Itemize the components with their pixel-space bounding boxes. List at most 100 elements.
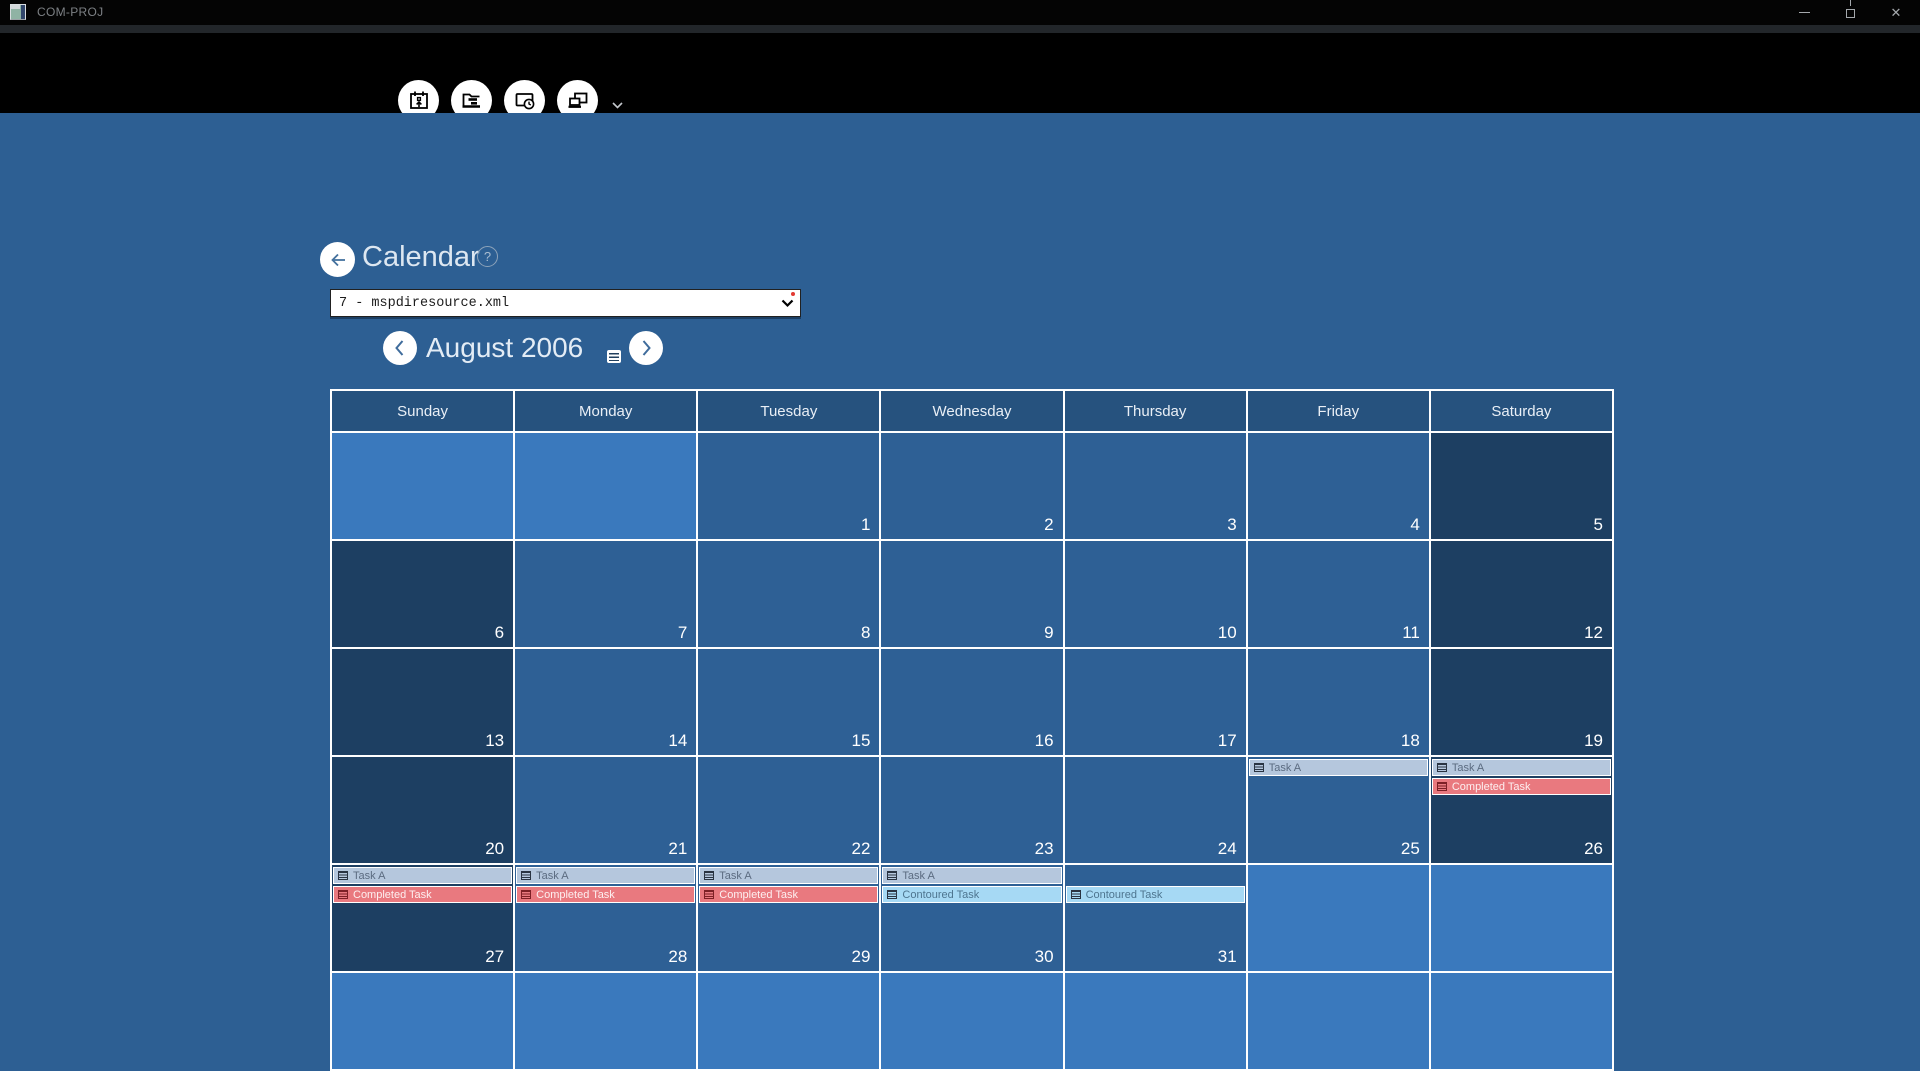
restore-icon bbox=[1845, 9, 1855, 18]
date-number: 20 bbox=[485, 839, 505, 858]
month-label: August 2006 bbox=[426, 332, 584, 363]
date-number: 18 bbox=[1400, 731, 1420, 750]
task-bar-contoured[interactable]: Contoured Task bbox=[882, 886, 1062, 903]
calendar-cell-9: 9 bbox=[881, 541, 1063, 647]
date-number: 16 bbox=[1034, 731, 1054, 750]
calendar-cell-30: Task A Contoured Task 30 bbox=[881, 865, 1063, 971]
calendar-cell-18: 18 bbox=[1247, 649, 1429, 755]
calendar-cell-22: 22 bbox=[698, 757, 880, 863]
date-number: 8 bbox=[860, 623, 871, 642]
day-header-monday: Monday bbox=[515, 391, 697, 431]
window-clock-icon bbox=[515, 92, 534, 109]
calendar-cell-11: 11 bbox=[1247, 541, 1429, 647]
calendar-cell bbox=[698, 973, 880, 1069]
calendar-cell-1: 1 bbox=[698, 433, 880, 539]
file-select[interactable]: 7 - mspdiresource.xml bbox=[330, 289, 801, 317]
task-list: Task A Completed Task bbox=[515, 865, 696, 903]
previous-month-button[interactable] bbox=[383, 331, 417, 365]
date-number: 13 bbox=[485, 731, 505, 750]
back-button[interactable] bbox=[320, 242, 355, 277]
task-bar-taskA[interactable]: Task A bbox=[1248, 759, 1428, 776]
calendar-cell bbox=[1064, 973, 1246, 1069]
date-number: 23 bbox=[1034, 839, 1054, 858]
task-list: Task A Completed Task bbox=[1431, 757, 1612, 795]
date-number: 1 bbox=[860, 515, 871, 534]
date-number: 15 bbox=[851, 731, 871, 750]
close-button[interactable]: ✕ bbox=[1873, 0, 1919, 25]
app-icon bbox=[10, 4, 26, 20]
task-label: Task A bbox=[1268, 761, 1302, 774]
calendar-cell-24: 24 bbox=[1064, 757, 1246, 863]
calendar-cell-16: 16 bbox=[881, 649, 1063, 755]
day-header-friday: Friday bbox=[1247, 391, 1429, 431]
task-label: Completed Task bbox=[1451, 780, 1531, 793]
task-bar-contoured[interactable]: Contoured Task bbox=[1065, 886, 1245, 903]
task-list: Task A Completed Task bbox=[332, 865, 513, 903]
task-label: Completed Task bbox=[536, 888, 615, 901]
task-list-icon bbox=[338, 871, 348, 880]
date-number: 2 bbox=[1044, 515, 1054, 534]
day-header-tuesday: Tuesday bbox=[698, 391, 880, 431]
task-list-icon bbox=[1436, 782, 1447, 791]
restore-button[interactable] bbox=[1827, 0, 1873, 25]
calendar-page: Calendar ? 7 - mspdiresource.xml August … bbox=[0, 113, 1920, 1071]
task-bar-completed[interactable]: Completed Task bbox=[699, 886, 879, 903]
task-label: Completed Task bbox=[353, 888, 432, 901]
task-list: Task A Contoured Task bbox=[881, 865, 1062, 903]
date-number: 29 bbox=[851, 947, 871, 966]
calendar-cell-2: 2 bbox=[881, 433, 1063, 539]
task-bar-taskA[interactable]: Task A bbox=[699, 867, 879, 884]
task-bar-taskA[interactable]: Task A bbox=[333, 867, 513, 884]
titlebar: COM-PROJ ✕ bbox=[0, 0, 1920, 25]
date-number: 24 bbox=[1217, 839, 1237, 858]
task-bar-completed[interactable]: Completed Task bbox=[516, 886, 696, 903]
calendar-cell-6: 6 bbox=[332, 541, 514, 647]
calendar-cell bbox=[1247, 973, 1429, 1069]
view-list-icon[interactable] bbox=[607, 350, 621, 363]
calendar-cell-10: 10 bbox=[1064, 541, 1246, 647]
calendar-cell bbox=[332, 973, 514, 1069]
calendar-import-icon bbox=[409, 91, 428, 109]
task-list-icon bbox=[1436, 763, 1447, 772]
date-number: 17 bbox=[1217, 731, 1237, 750]
task-bar-completed[interactable]: Completed Task bbox=[1431, 778, 1611, 795]
help-icon: ? bbox=[483, 249, 492, 264]
calendar-cell-5: 5 bbox=[1430, 433, 1612, 539]
calendar-cell bbox=[881, 973, 1063, 1069]
calendar-cell-12: 12 bbox=[1430, 541, 1612, 647]
calendar-cell bbox=[1430, 973, 1612, 1069]
date-number: 27 bbox=[485, 947, 505, 966]
calendar-cell-13: 13 bbox=[332, 649, 514, 755]
day-header-sunday: Sunday bbox=[332, 391, 514, 431]
command-bar bbox=[0, 33, 1920, 121]
minimize-button[interactable] bbox=[1781, 0, 1827, 25]
date-number: 31 bbox=[1217, 947, 1237, 966]
calendar-cell-7: 7 bbox=[515, 541, 697, 647]
task-bar-completed[interactable]: Completed Task bbox=[333, 886, 513, 903]
task-bar-taskA[interactable]: Task A bbox=[1431, 759, 1611, 776]
file-select-wrap: 7 - mspdiresource.xml bbox=[330, 289, 801, 317]
calendar-cell bbox=[332, 433, 514, 539]
date-number: 9 bbox=[1044, 623, 1054, 642]
task-bar-taskA[interactable]: Task A bbox=[516, 867, 696, 884]
next-month-button[interactable] bbox=[629, 331, 663, 365]
task-label: Task A bbox=[353, 869, 386, 882]
task-list-icon bbox=[338, 890, 348, 899]
calendar-cell-31: Contoured Task 31 bbox=[1064, 865, 1246, 971]
task-list: Task A bbox=[1248, 757, 1429, 776]
calendar-cell-17: 17 bbox=[1064, 649, 1246, 755]
task-list-icon bbox=[887, 871, 898, 880]
task-list: Contoured Task bbox=[1065, 865, 1246, 903]
back-arrow-icon bbox=[330, 253, 345, 266]
calendar-cell-28: Task A Completed Task 28 bbox=[515, 865, 697, 971]
help-button[interactable]: ? bbox=[477, 246, 498, 267]
date-number: 30 bbox=[1034, 947, 1054, 966]
chevron-down-icon[interactable] bbox=[612, 102, 623, 109]
task-bar-taskA[interactable]: Task A bbox=[882, 867, 1062, 884]
task-label: Completed Task bbox=[719, 888, 798, 901]
calendar-cell-14: 14 bbox=[515, 649, 697, 755]
task-label: Task A bbox=[902, 869, 935, 882]
calendar-cell-25: Task A 25 bbox=[1247, 757, 1429, 863]
task-label: Task A bbox=[536, 869, 569, 882]
titlebar-divider bbox=[0, 25, 1920, 33]
